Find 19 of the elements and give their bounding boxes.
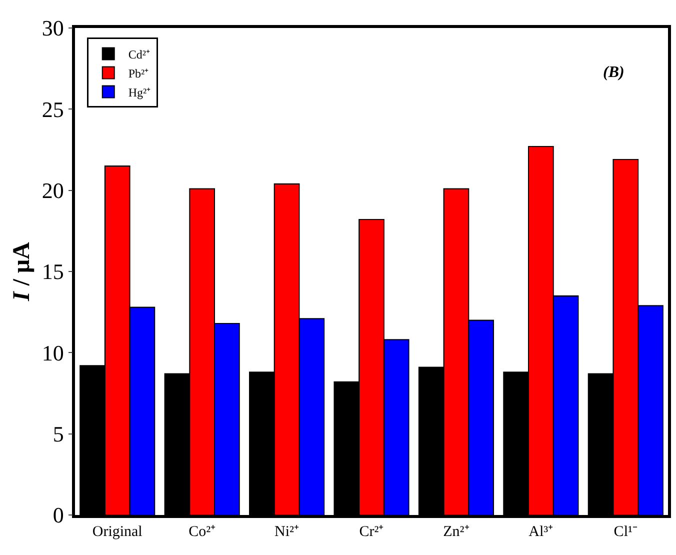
x-tick-label: Cr²⁺ [359,524,384,540]
x-tick-label: Al³⁺ [528,524,554,540]
y-tick-label: 0 [52,502,64,528]
y-tick-label: 5 [52,422,64,447]
y-tick-label: 10 [42,340,64,366]
y-tick-label: 20 [42,178,64,204]
x-tick-label: Cl¹⁻ [614,524,638,540]
y-axis-title: I / μA [8,241,35,302]
y-tick-label: 25 [42,96,64,122]
legend-label: Pb²⁺ [128,66,149,80]
annotation: (B) [603,64,624,81]
legend-label: Cd²⁺ [128,47,150,62]
x-tick-label: Zn²⁺ [443,524,470,540]
y-tick-label: 30 [42,16,64,41]
x-tick-label: Co²⁺ [188,524,216,540]
y-tick-label: 15 [42,259,64,284]
x-tick-label: Original [92,524,142,540]
x-tick-label: Ni²⁺ [274,524,300,540]
legend-label: Hg²⁺ [128,85,151,100]
